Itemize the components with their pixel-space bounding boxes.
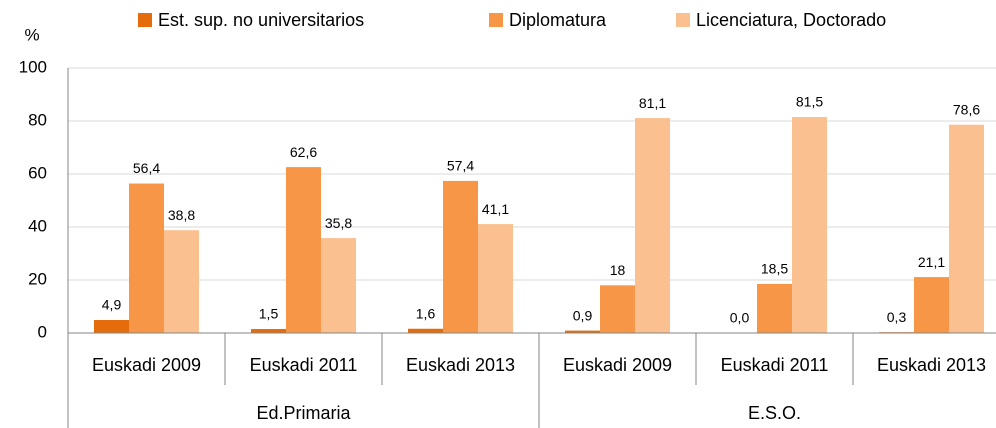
legend-label: Licenciatura, Doctorado [696, 10, 886, 30]
x-tick-label: Euskadi 2011 [721, 355, 829, 375]
bar [949, 124, 984, 334]
legend-label: Est. sup. no universitarios [158, 10, 364, 30]
bar [129, 183, 164, 333]
data-label: 57,4 [447, 158, 474, 174]
data-label: 41,1 [482, 201, 509, 217]
bar [565, 330, 600, 333]
y-axis-label: % [24, 25, 39, 44]
y-tick-label: 80 [28, 110, 47, 129]
bar [251, 329, 286, 333]
x-tick-label: Euskadi 2013 [877, 355, 986, 375]
y-tick-label: 0 [38, 322, 47, 341]
y-tick-label: 100 [19, 57, 47, 76]
bar [600, 285, 635, 333]
data-label: 62,6 [290, 144, 317, 160]
data-label: 81,5 [796, 94, 823, 110]
x-tick-label: Euskadi 2009 [92, 355, 201, 375]
x-tick-label: Euskadi 2011 [250, 355, 358, 375]
data-label: 1,5 [259, 306, 279, 322]
data-label: 0,9 [573, 307, 593, 323]
data-label: 0,0 [730, 310, 750, 326]
data-label: 81,1 [639, 95, 666, 111]
data-label: 1,6 [416, 305, 436, 321]
bar [321, 238, 356, 333]
y-tick-label: 60 [28, 163, 47, 182]
x-tick-label: Euskadi 2009 [563, 355, 672, 375]
bar [286, 167, 321, 333]
y-tick-label: 40 [28, 216, 47, 235]
data-label: 21,1 [918, 254, 945, 270]
bar [635, 118, 670, 334]
group-label: Ed.Primaria [256, 403, 351, 423]
bar [478, 224, 513, 333]
bar [443, 180, 478, 333]
bar [408, 328, 443, 333]
group-label: E.S.O. [748, 403, 801, 423]
y-tick-label: 20 [28, 269, 47, 288]
data-label: 78,6 [953, 101, 980, 117]
bar [792, 117, 827, 334]
bar [914, 277, 949, 333]
legend-swatch [676, 13, 690, 27]
bar [94, 320, 129, 333]
data-label: 38,8 [168, 207, 195, 223]
data-label: 18 [610, 262, 626, 278]
data-label: 18,5 [761, 261, 788, 277]
data-label: 35,8 [325, 215, 352, 231]
x-tick-label: Euskadi 2013 [406, 355, 515, 375]
bar [757, 283, 792, 333]
legend-swatch [138, 13, 152, 27]
legend-label: Diplomatura [509, 10, 607, 30]
bar [164, 230, 199, 333]
legend-swatch [489, 13, 503, 27]
data-label: 56,4 [133, 160, 160, 176]
data-label: 4,9 [102, 297, 122, 313]
data-label: 0,3 [887, 309, 907, 325]
